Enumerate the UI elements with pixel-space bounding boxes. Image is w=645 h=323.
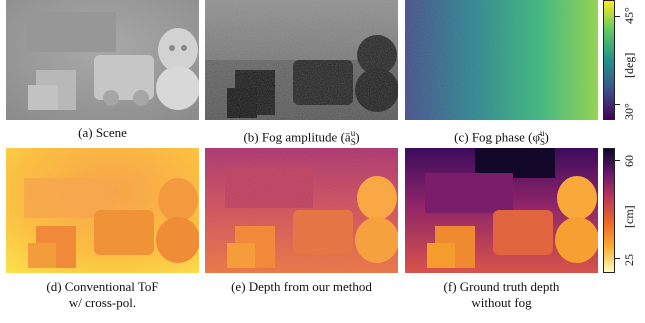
depth-colorbar-tick [615, 258, 620, 259]
caption-scene: (a) Scene [78, 125, 127, 140]
phase-colorbar-min-label: 30° [622, 103, 636, 120]
our-method-depth-image [205, 148, 398, 273]
phase-colorbar-tick [615, 104, 620, 105]
phase-colorbar-unit: [deg] [622, 52, 636, 78]
caption-fog-amplitude: (b) Fog amplitude (āSu) [243, 128, 360, 147]
depth-colorbar-tick [615, 160, 620, 161]
caption-ground-truth-line1: (f) Ground truth depth [443, 279, 560, 294]
phase-colorbar [603, 0, 615, 120]
phase-colorbar-tick [615, 16, 620, 17]
depth-colorbar-min-label: 25 [622, 254, 636, 266]
caption-conventional-tof-line1: (d) Conventional ToF [46, 279, 159, 294]
depth-colorbar-unit: [cm] [622, 205, 636, 228]
caption-conventional-tof-line2: w/ cross-pol. [68, 295, 137, 310]
caption-ground-truth-line2: without fog [471, 295, 532, 310]
phase-colorbar-max-label: 45° [622, 7, 636, 24]
caption-our-method: (e) Depth from our method [231, 279, 372, 294]
caption-fog-phase: (c) Fog phase (φ̄Su) [454, 128, 549, 147]
ground-truth-depth-image [405, 148, 598, 273]
depth-colorbar-max-label: 60 [622, 155, 636, 167]
depth-colorbar [603, 148, 615, 273]
fog-amplitude-image [205, 0, 398, 120]
caption-conventional-tof: (d) Conventional ToF w/ cross-pol. [6, 279, 199, 311]
fog-phase-image [405, 0, 598, 120]
scene-image [6, 0, 199, 120]
conventional-tof-depth-image [6, 148, 199, 273]
caption-ground-truth: (f) Ground truth depth without fog [405, 279, 598, 311]
